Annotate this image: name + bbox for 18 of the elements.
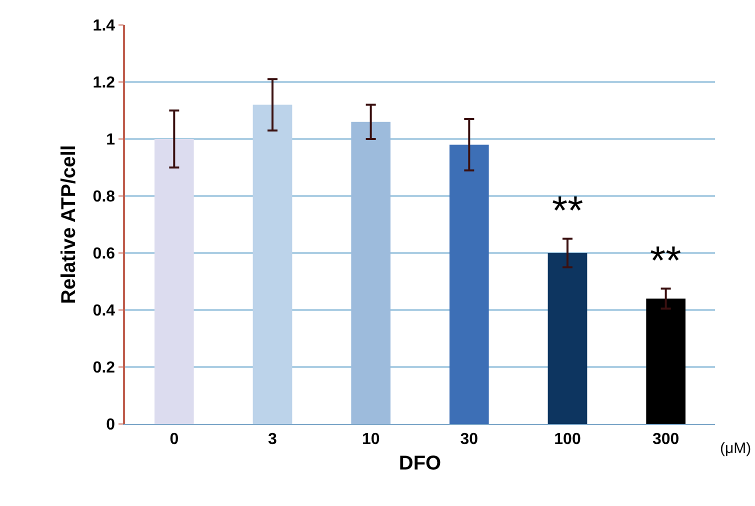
x-tick-label: 0: [170, 431, 179, 448]
x-tick-label: 100: [554, 431, 581, 448]
y-tick-label: 1.4: [92, 18, 116, 35]
y-tick-label: 0.2: [92, 360, 116, 377]
x-tick-label: 10: [362, 431, 380, 448]
y-tick-label: 1.2: [92, 74, 116, 92]
x-tick-label: 3: [268, 431, 278, 448]
y-axis-title: Relative ATP/cell: [58, 145, 80, 304]
y-tick-label: 0.8: [92, 188, 116, 206]
x-axis-title: DFO: [398, 452, 442, 475]
y-tick-label: 0.6: [92, 246, 116, 263]
annotation: **: [552, 189, 584, 233]
y-tick-label: 1: [106, 132, 116, 149]
y-tick-label: 0.4: [92, 302, 116, 320]
x-tick-label: 300: [652, 431, 680, 448]
x-tick-label: 30: [460, 431, 478, 448]
text: (μM): [720, 440, 752, 457]
y-tick-label: 0: [106, 416, 116, 434]
